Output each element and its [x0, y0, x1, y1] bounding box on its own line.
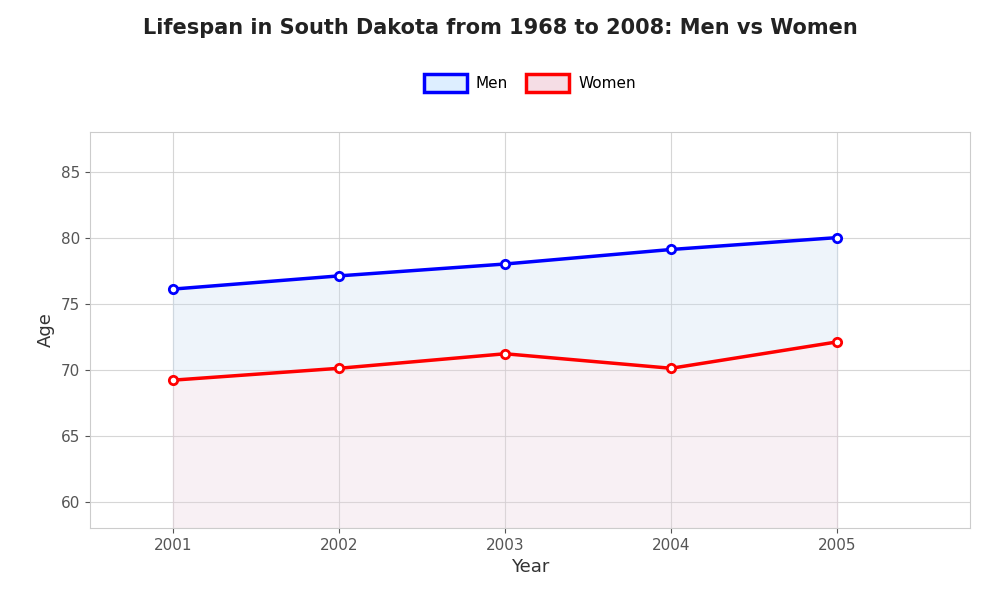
Text: Lifespan in South Dakota from 1968 to 2008: Men vs Women: Lifespan in South Dakota from 1968 to 20… [143, 18, 857, 38]
X-axis label: Year: Year [511, 558, 549, 576]
Legend: Men, Women: Men, Women [418, 68, 642, 98]
Y-axis label: Age: Age [37, 313, 55, 347]
